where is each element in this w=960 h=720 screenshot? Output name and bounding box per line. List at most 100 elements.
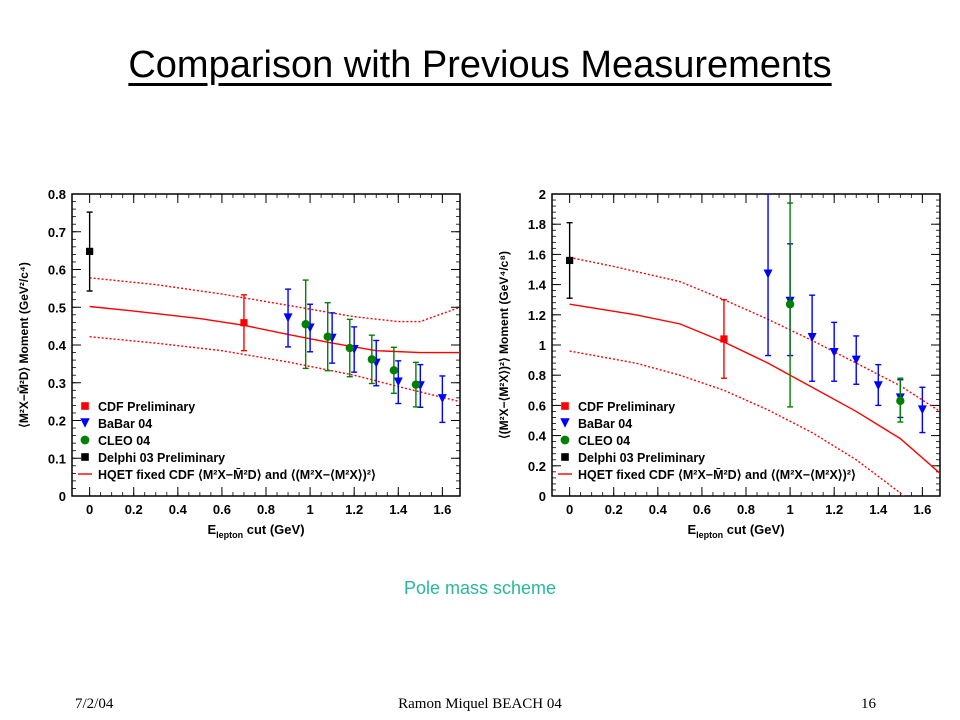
chart2-xtick-label: 0.6 [693,502,711,517]
chart1-ytick-label: 0.2 [48,414,66,429]
chart2-point-babar-04 [763,269,773,279]
chart2-legend-marker [560,418,570,428]
chart1-legend-cleo-04: CLEO 04 [98,434,150,448]
chart2-legend-marker [560,435,570,445]
chart2-legend-marker [561,402,569,410]
chart1-point-babar-04 [437,394,447,404]
chart2-point-cleo-04 [785,300,795,309]
chart2-ytick-label: 0.8 [528,368,546,383]
chart2-legend-cleo-04: CLEO 04 [578,434,630,448]
chart2-xtick-label: 1 [786,502,793,517]
slide-title: Comparison with Previous Measurements [128,44,832,86]
chart1-plot-area [86,211,460,424]
chart2-legend-marker [561,453,569,461]
chart2-legend-babar-04: BaBar 04 [578,417,632,431]
chart-left-mass-moment: 0 0.2 0.4 0.6 0.8 1 1.2 1.4 1.6 0 0.1 0.2 0.3 0.4 0.5 0… [17,187,461,540]
chart2-ytick-label: 0.6 [528,398,546,413]
chart2-xlabel: Elepton cut (GeV) [687,522,784,540]
footer-date: 7/2/04 [75,696,114,712]
chart2-curve-central [569,303,940,474]
chart1-legend-marker [81,402,89,410]
chart2-ytick-label: 1.8 [528,217,546,232]
chart1-point-cleo-04 [345,343,354,353]
chart1-point-cleo-04 [323,332,332,341]
chart1-ytick-label: 0.8 [48,187,66,202]
chart1-ytick-label: 0 [59,489,66,504]
chart2-ytick-label: 1.2 [528,308,546,323]
chart2-ytick-label: 0.2 [528,459,546,474]
chart1-legend-marker [80,418,90,428]
chart1-ytick-label: 0.7 [48,225,66,240]
chart1-xtick-label: 0 [86,502,93,517]
chart2-xtick-label: 0.4 [649,502,668,517]
chart1-point-cdf-preliminary [240,319,248,327]
chart2-xtick-label: 1.2 [825,502,843,517]
chart1-point-cleo-04 [389,366,399,375]
chart1-xtick-label: 0.4 [169,502,188,517]
chart1-point-cleo-04 [411,380,421,389]
chart1-xtick-label: 0.8 [257,502,275,517]
chart2-ytick-label: 1.4 [528,278,547,293]
chart2-xtick-label: 0 [566,502,573,517]
chart1-curve-upper [89,277,460,323]
chart2-xlabel-sub: lepton [696,530,723,540]
chart2-xtick-label: 1.6 [913,502,931,517]
chart1-legend-marker [81,453,89,461]
caption-pole-mass-scheme: Pole mass scheme [403,578,557,598]
chart2-ylabel: ⟨(M²X−⟨M²X⟩)²⟩ Moment (GeV⁴/c⁸) [497,251,511,439]
chart2-legend-hqet-fixed-cdf-m-x-m-d-and-m-x-m-x: HQET fixed CDF ⟨M²X−M̄²D⟩ and ⟨(M²X−⟨M²X… [578,468,856,482]
chart2-xtick-label: 0.8 [737,502,755,517]
chart1-legend-cdf-preliminary: CDF Preliminary [98,400,195,414]
chart1-ytick-label: 0.4 [48,338,67,353]
chart2-point-babar-04 [829,348,839,358]
chart2-ytick-label: 1 [539,338,546,353]
chart2-point-delphi-03-preliminary [566,256,574,265]
chart2-xlabel-main: E [687,522,696,537]
chart2-xlabel-rest: cut (GeV) [723,522,784,537]
chart1-ylabel: ⟨M²X−M̄²D⟩ Moment (GeV²/c⁴) [17,262,31,428]
chart2-ytick-label: 0 [539,489,546,504]
chart2-point-cleo-04 [896,396,905,406]
chart1-xtick-label: 1.2 [345,502,363,517]
chart1-xtick-label: 1.6 [433,502,451,517]
chart1-legend-hqet-fixed-cdf-m-x-m-d-and-m-x-m-x: HQET fixed CDF ⟨M²X−M̄²D⟩ and ⟨(M²X−⟨M²X… [98,468,376,482]
chart2-point-cdf-preliminary [720,335,728,343]
chart2-xtick-label: 1.4 [869,502,888,517]
chart2-ytick-label: 1.6 [528,247,546,262]
chart-right-variance-moment: 0 0.2 0.4 0.6 0.8 1 1.2 1.4 1.6 0 0.2 0.4 0.6 0.8 1 1.2… [497,187,941,540]
chart1-point-cleo-04 [367,355,377,364]
chart1-xlabel: Elepton cut (GeV) [207,522,304,540]
chart2-legend-delphi-03-preliminary: Delphi 03 Preliminary [578,451,705,465]
chart1-ytick-label: 0.5 [48,300,66,315]
chart1-legend-delphi-03-preliminary: Delphi 03 Preliminary [98,451,225,465]
chart2-curve-lower [569,350,905,496]
chart2-xtick-label: 0.2 [605,502,623,517]
chart2-legend-cdf-preliminary: CDF Preliminary [578,400,675,414]
chart1-point-babar-04 [283,313,293,323]
chart1-xlabel-rest: cut (GeV) [243,522,304,537]
chart2-point-babar-04 [873,381,883,391]
chart1-xtick-label: 0.2 [125,502,143,517]
footer-author-event: Ramon Miquel BEACH 04 [398,696,562,712]
chart1-point-cleo-04 [301,320,310,329]
chart2-point-babar-04 [807,332,817,342]
chart1-xlabel-sub: lepton [216,530,243,540]
chart1-ytick-label: 0.6 [48,263,66,278]
chart2-plot-area [566,194,940,496]
chart1-legend-babar-04: BaBar 04 [98,417,152,431]
chart1-xtick-label: 0.6 [213,502,231,517]
chart2-ytick-label: 2 [539,187,546,202]
chart1-ytick-label: 0.3 [48,376,66,391]
chart1-ytick-label: 0.1 [48,451,66,466]
chart1-frame [71,193,461,497]
chart2-point-babar-04 [851,355,861,365]
chart2-ytick-label: 0.4 [528,429,547,444]
chart1-xlabel-main: E [207,522,216,537]
chart1-xtick-label: 1 [306,502,313,517]
chart1-point-babar-04 [393,377,403,387]
chart2-frame [551,193,941,497]
chart2-point-babar-04 [917,405,927,415]
chart1-legend-marker [80,435,90,445]
chart1-xtick-label: 1.4 [389,502,408,517]
chart1-point-delphi-03-preliminary [86,247,94,255]
